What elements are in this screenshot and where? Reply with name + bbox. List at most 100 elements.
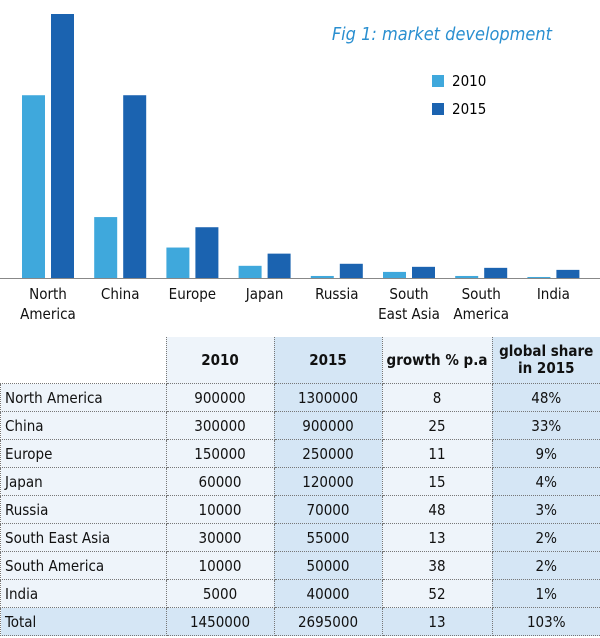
category-label-line: India: [536, 285, 570, 303]
header-2015: 2015: [273, 337, 383, 384]
bar-2015: [123, 95, 147, 278]
table-cell: Russia: [0, 495, 167, 524]
table-row: North America 900000 1300000 8 48%: [0, 383, 600, 412]
table-cell: 13: [381, 523, 493, 552]
bar-2015: [412, 266, 435, 278]
table-cell: 10000: [165, 495, 275, 524]
table-cell: 48: [381, 495, 493, 524]
bar-2015: [267, 253, 291, 278]
table-cell: 900000: [165, 383, 275, 412]
table-cell: 50000: [273, 551, 383, 580]
category-label-line: America: [20, 305, 76, 323]
bar-2015: [51, 14, 74, 278]
table-row: Japan 60000 120000 15 4%: [0, 467, 600, 496]
table-cell: 1300000: [273, 383, 383, 412]
header-blank: [0, 337, 167, 384]
table-row: China 300000 900000 25 33%: [0, 411, 600, 440]
bar-2015: [556, 269, 580, 278]
table-cell: 103%: [491, 607, 600, 636]
bar-2010: [310, 275, 334, 278]
table-cell: 40000: [273, 579, 383, 608]
category-label-line: East Asia: [378, 305, 440, 323]
category-label-line: Russia: [315, 285, 359, 303]
category-label-line: China: [100, 285, 140, 303]
table-header: 2010 2015 growth % p.a global share in 2…: [0, 337, 600, 384]
table-cell: 250000: [273, 439, 383, 468]
table-cell: China: [0, 411, 167, 440]
table-cell: South America: [0, 551, 167, 580]
header-growth: growth % p.a: [381, 337, 493, 384]
table-cell: North America: [0, 383, 167, 412]
table-cell: 900000: [273, 411, 383, 440]
table-cell: 10000: [165, 551, 275, 580]
category-label: South America: [441, 284, 521, 324]
category-label-line: Japan: [245, 285, 284, 303]
table-cell: 13: [381, 607, 493, 636]
market-table: 2010 2015 growth % p.a global share in 2…: [0, 337, 600, 636]
table-cell: Europe: [0, 439, 167, 468]
table-row: Europe 150000 250000 11 9%: [0, 439, 600, 468]
category-label: South East Asia: [369, 284, 449, 324]
category-label-line: North: [29, 285, 67, 303]
table-cell: 8: [381, 383, 493, 412]
bar-chart: [0, 14, 600, 279]
bar-2010: [22, 95, 45, 278]
table-cell: India: [0, 579, 167, 608]
bar-2015: [339, 263, 363, 278]
legend-swatch: [432, 103, 444, 115]
table-cell: 70000: [273, 495, 383, 524]
table-row: Total 1450000 2695000 13 103%: [0, 607, 600, 636]
table-cell: 2%: [491, 551, 600, 580]
bar-2010: [527, 276, 551, 278]
table-cell: 2695000: [273, 607, 383, 636]
table-row: Russia 10000 70000 48 3%: [0, 495, 600, 524]
bar-2010: [94, 217, 118, 278]
category-label: North America: [8, 284, 88, 324]
table-cell: 55000: [273, 523, 383, 552]
bar-2015: [195, 227, 219, 278]
category-label: Japan: [225, 284, 305, 304]
table-cell: 15: [381, 467, 493, 496]
table-cell: 38: [381, 551, 493, 580]
table-cell: South East Asia: [0, 523, 167, 552]
table-row: South America 10000 50000 38 2%: [0, 551, 600, 580]
table-cell: 1%: [491, 579, 600, 608]
table-cell: 48%: [491, 383, 600, 412]
category-label-line: America: [453, 305, 510, 323]
table-row: India 5000 40000 52 1%: [0, 579, 600, 608]
table-cell: 5000: [165, 579, 275, 608]
category-label: Europe: [152, 284, 232, 304]
category-label: China: [80, 284, 160, 304]
table-cell: 4%: [491, 467, 600, 496]
legend-item-2010: 2010: [432, 72, 486, 90]
chart-title: Fig 1: market development: [331, 24, 552, 45]
bar-2010: [166, 247, 190, 278]
table-cell: 1450000: [165, 607, 275, 636]
table-cell: 3%: [491, 495, 600, 524]
table-cell: 30000: [165, 523, 275, 552]
bar-2010: [455, 275, 479, 278]
header-share: global share in 2015: [491, 337, 600, 384]
category-label-line: Europe: [168, 285, 217, 303]
table-cell: 25: [381, 411, 493, 440]
legend-label: 2010: [452, 72, 487, 90]
bar-2015: [484, 267, 508, 278]
category-label-line: South: [389, 285, 429, 303]
category-label: India: [513, 284, 593, 304]
table-cell: 9%: [491, 439, 600, 468]
table-cell: 150000: [165, 439, 275, 468]
table-cell: 120000: [273, 467, 383, 496]
header-2010: 2010: [165, 337, 275, 384]
table-cell: 60000: [165, 467, 275, 496]
table-cell: Japan: [0, 467, 167, 496]
legend-swatch: [432, 75, 444, 87]
bar-2010: [383, 271, 406, 278]
table-cell: 33%: [491, 411, 600, 440]
legend-label: 2015: [452, 100, 487, 118]
category-label-line: South: [461, 285, 501, 303]
bar-2010: [238, 265, 262, 278]
table-cell: Total: [0, 607, 167, 636]
table-cell: 300000: [165, 411, 275, 440]
table-cell: 52: [381, 579, 493, 608]
category-label: Russia: [297, 284, 377, 304]
